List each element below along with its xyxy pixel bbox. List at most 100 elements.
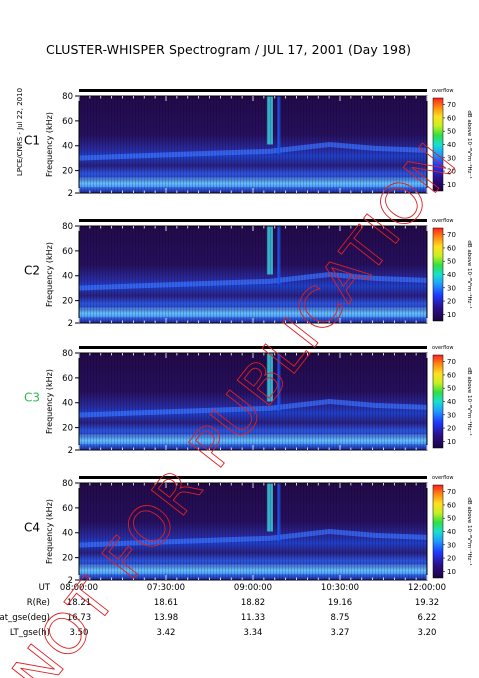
ephemeris-value: 12:00:00	[408, 583, 446, 593]
y-tick-label: 40	[62, 272, 73, 282]
ephemeris-value: 07:30:00	[147, 583, 185, 593]
colorbar-tick-label: 60	[447, 114, 456, 122]
colorbar-tick-label: 20	[447, 298, 456, 306]
striation-overlay	[79, 483, 427, 580]
panel-bar	[79, 346, 427, 349]
ephemeris-value: 19.16	[328, 598, 352, 608]
y-tick-label: 60	[62, 374, 73, 384]
y-tick-label: 2	[68, 319, 73, 329]
y-tick-label: 40	[62, 529, 73, 539]
colorbar-top-label: overflow	[432, 345, 453, 351]
y-tick-label: 20	[62, 167, 73, 177]
colorbar-tick-label: 10	[447, 568, 456, 576]
y-tick-label: 2	[68, 446, 73, 456]
colorbar-label: dB above 10⁻⁸V²m⁻²Hz⁻¹	[466, 110, 473, 178]
ephemeris-value: 3.42	[157, 628, 176, 638]
y-tick-label: 40	[62, 399, 73, 409]
colorbar-tick-label: 30	[447, 541, 456, 549]
ephemeris-value: 16.73	[67, 613, 91, 623]
y-tick-label: 2	[68, 576, 73, 586]
spacecraft-label: C4	[24, 521, 40, 535]
spacecraft-label: C3	[24, 391, 40, 405]
ephemeris-value: 19.32	[415, 598, 439, 608]
colorbar-label: dB above 10⁻⁸V²m⁻²Hz⁻¹	[466, 240, 473, 308]
colorbar	[432, 227, 444, 322]
y-axis-label: Frequency (kHz)	[45, 499, 54, 564]
colorbar-top-label: overflow	[432, 88, 453, 94]
colorbar-top-label: overflow	[432, 475, 453, 481]
y-tick-label: 80	[62, 349, 73, 359]
panel-c2: 2 20 40 60 80 Frequency (kHz) C2 overflow 10 20 30…	[24, 218, 473, 329]
y-axis-label: Frequency (kHz)	[45, 369, 54, 434]
colorbar-tick-label: 60	[447, 244, 456, 252]
y-axis-label: Frequency (kHz)	[45, 242, 54, 307]
y-tick-label: 60	[62, 504, 73, 514]
colorbar	[432, 354, 444, 449]
colorbar-tick-label: 20	[447, 168, 456, 176]
panel-c3: 2 20 40 60 80 Frequency (kHz) C3 overflow 10 20 30…	[24, 345, 473, 456]
ephemeris-value: 6.22	[418, 613, 437, 623]
colorbar-tick-label: 30	[447, 411, 456, 419]
ephemeris-value: 3.34	[244, 628, 263, 638]
ephemeris-value: 13.98	[154, 613, 178, 623]
y-axis-label: Frequency (kHz)	[45, 112, 54, 177]
colorbar-tick-label: 70	[447, 101, 456, 109]
colorbar-tick-label: 10	[447, 181, 456, 189]
spacecraft-label: C2	[24, 264, 40, 278]
colorbar-tick-label: 40	[447, 398, 456, 406]
colorbar-tick-label: 60	[447, 501, 456, 509]
colorbar-tick-label: 10	[447, 438, 456, 446]
y-tick-label: 60	[62, 117, 73, 127]
colorbar-top-label: overflow	[432, 218, 453, 224]
colorbar-tick-label: 50	[447, 515, 456, 523]
striation-overlay	[79, 96, 427, 193]
colorbar-tick-label: 40	[447, 528, 456, 536]
colorbar-tick-label: 20	[447, 425, 456, 433]
panel-c1: 2 20 40 60 80 Frequency (kHz) C1 overflow 10 20 30…	[24, 88, 473, 199]
colorbar-label: dB above 10⁻⁸V²m⁻²Hz⁻¹	[466, 367, 473, 435]
striation-overlay	[79, 353, 427, 450]
colorbar-tick-label: 50	[447, 128, 456, 136]
colorbar-tick-label: 60	[447, 371, 456, 379]
ephemeris-value: 18.21	[67, 598, 91, 608]
ephemeris-value: 3.27	[331, 628, 350, 638]
colorbar	[432, 484, 444, 579]
colorbar-tick-label: 40	[447, 271, 456, 279]
y-tick-label: 40	[62, 142, 73, 152]
y-tick-label: 2	[68, 189, 73, 199]
panel-bar	[79, 476, 427, 479]
y-tick-label: 20	[62, 424, 73, 434]
y-tick-label: 80	[62, 479, 73, 489]
colorbar-label: dB above 10⁻⁸V²m⁻²Hz⁻¹	[466, 497, 473, 565]
ephemeris-value: 3.20	[418, 628, 437, 638]
y-tick-label: 20	[62, 554, 73, 564]
colorbar-tick-label: 40	[447, 141, 456, 149]
colorbar-tick-label: 50	[447, 385, 456, 393]
spacecraft-label: C1	[24, 134, 40, 148]
striation-overlay	[79, 226, 427, 323]
ephemeris-value: 11.33	[241, 613, 265, 623]
colorbar-tick-label: 10	[447, 311, 456, 319]
ephemeris-label: LT_gse(h)	[10, 628, 50, 638]
y-tick-label: 20	[62, 297, 73, 307]
ephemeris-value: 18.61	[154, 598, 178, 608]
colorbar-tick-label: 70	[447, 488, 456, 496]
colorbar-tick-label: 70	[447, 231, 456, 239]
ephemeris-value: 10:30:00	[321, 583, 359, 593]
y-tick-label: 80	[62, 92, 73, 102]
page-title: CLUSTER-WHISPER Spectrogram / JUL 17, 20…	[46, 42, 412, 57]
ephemeris-value: 09:00:00	[234, 583, 272, 593]
colorbar-tick-label: 30	[447, 154, 456, 162]
colorbar-tick-label: 70	[447, 358, 456, 366]
ephemeris-value: 8.75	[331, 613, 350, 623]
panel-c4: 2 20 40 60 80 Frequency (kHz) C4 overflow 10 20 30…	[24, 475, 473, 586]
ephemeris-label: Lat_gse(deg)	[0, 613, 50, 623]
panel-bar	[79, 219, 427, 222]
ephemeris-value: 08:00:00	[60, 583, 98, 593]
panel-bar	[79, 89, 427, 92]
colorbar-tick-label: 20	[447, 555, 456, 563]
ephemeris-value: 3.50	[70, 628, 89, 638]
y-tick-label: 80	[62, 222, 73, 232]
